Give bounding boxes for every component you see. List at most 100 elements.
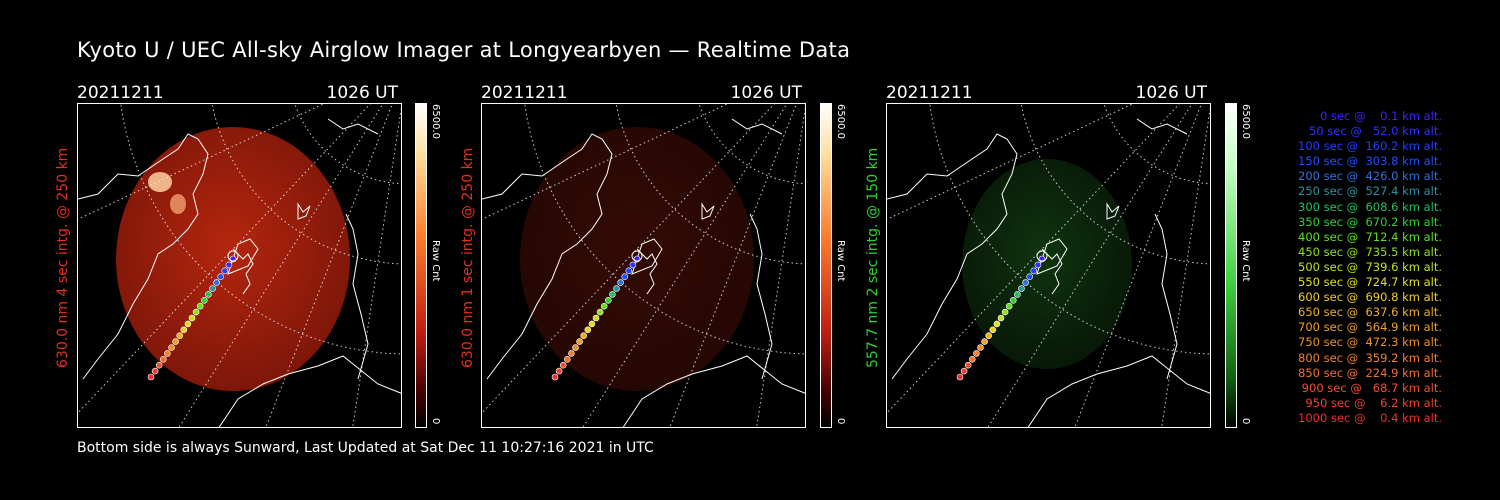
legend-row: 400 sec @ 712.4 km alt.	[1294, 229, 1442, 244]
panel-2-date: 20211211	[481, 83, 568, 103]
legend-row: 500 sec @ 739.6 km alt.	[1294, 259, 1442, 274]
trajectory-point	[1005, 302, 1013, 310]
trajectory-point	[201, 297, 208, 304]
trajectory-point	[1010, 297, 1017, 304]
rocket-trajectory	[147, 250, 239, 381]
station-marker	[1036, 250, 1048, 262]
station-marker	[227, 250, 239, 262]
panel-1-side-label: 630.0 nm 4 sec intg. @ 250 km	[55, 147, 71, 368]
trajectory-point	[176, 332, 183, 339]
trajectory-point	[960, 367, 968, 375]
airglow-disc	[962, 159, 1132, 369]
legend-row: 800 sec @ 359.2 km alt.	[1294, 350, 1442, 365]
legend-row: 350 sec @ 670.2 km alt.	[1294, 214, 1442, 229]
panel-2-colorbar	[820, 103, 832, 428]
trajectory-point	[551, 373, 559, 381]
panel-3-cbar-min: 0	[1240, 418, 1251, 425]
trajectory-point	[617, 279, 624, 286]
page-title: Kyoto U / UEC All-sky Airglow Imager at …	[77, 38, 851, 62]
panel-2-map	[481, 103, 806, 428]
panel-3-map	[886, 103, 1211, 428]
lat-lon-grid	[887, 104, 1210, 427]
trajectory-point	[217, 273, 224, 280]
panel-1-cbar-unit: Raw Cnt	[430, 240, 441, 282]
footer-note: Bottom side is always Sunward, Last Upda…	[77, 440, 654, 456]
legend-row: 100 sec @ 160.2 km alt.	[1294, 139, 1442, 154]
aurora-bright-spot	[148, 172, 172, 192]
legend-row: 250 sec @ 527.4 km alt.	[1294, 184, 1442, 199]
panel-2-cbar-max: 6500.0	[835, 104, 846, 139]
trajectory-point	[160, 356, 167, 363]
legend-row: 750 sec @ 472.3 km alt.	[1294, 335, 1442, 350]
legend-row: 700 sec @ 564.9 km alt.	[1294, 320, 1442, 335]
trajectory-point	[555, 367, 563, 375]
trajectory-point	[151, 367, 159, 375]
panel-2-cbar-unit: Raw Cnt	[835, 240, 846, 282]
trajectory-legend: 0 sec @ 0.1 km alt. 50 sec @ 52.0 km alt…	[1294, 109, 1442, 426]
trajectory-point	[609, 291, 616, 298]
legend-row: 650 sec @ 637.6 km alt.	[1294, 305, 1442, 320]
trajectory-point	[973, 350, 980, 357]
trajectory-point	[1026, 273, 1033, 280]
trajectory-point	[629, 261, 637, 269]
trajectory-point	[993, 320, 1001, 328]
trajectory-point	[1018, 285, 1025, 292]
trajectory-point	[564, 356, 571, 363]
legend-row: 1000 sec @ 0.4 km alt.	[1298, 410, 1442, 425]
aurora-bright-spot	[170, 194, 186, 214]
lat-lon-grid	[482, 104, 805, 427]
rocket-trajectory	[956, 250, 1048, 381]
coastline	[78, 118, 401, 427]
panel-3-colorbar	[1225, 103, 1237, 428]
trajectory-point	[985, 332, 992, 339]
panel-2-time: 1026 UT	[730, 83, 803, 103]
trajectory-point	[188, 314, 196, 322]
trajectory-point	[977, 344, 984, 351]
panel-1-date: 20211211	[77, 83, 164, 103]
trajectory-point	[225, 261, 233, 269]
trajectory-point	[572, 344, 579, 351]
trajectory-point	[180, 326, 188, 334]
trajectory-point	[164, 350, 171, 357]
legend-row: 150 sec @ 303.8 km alt.	[1294, 154, 1442, 169]
trajectory-point	[184, 320, 192, 328]
trajectory-point	[584, 326, 592, 334]
trajectory-point	[605, 297, 612, 304]
legend-row: 950 sec @ 6.2 km alt.	[1301, 395, 1442, 410]
trajectory-point	[576, 338, 583, 345]
trajectory-point	[172, 338, 179, 345]
trajectory-point	[196, 302, 204, 310]
legend-row: 300 sec @ 608.6 km alt.	[1294, 199, 1442, 214]
trajectory-point	[596, 308, 604, 316]
panel-1-colorbar	[415, 103, 427, 428]
trajectory-point	[580, 332, 587, 339]
trajectory-point	[600, 302, 608, 310]
legend-row: 550 sec @ 724.7 km alt.	[1294, 275, 1442, 290]
trajectory-point	[964, 361, 972, 369]
trajectory-point	[213, 279, 220, 286]
trajectory-point	[956, 373, 964, 381]
legend-row: 200 sec @ 426.0 km alt.	[1294, 169, 1442, 184]
lat-lon-grid	[78, 104, 401, 427]
trajectory-point	[568, 350, 575, 357]
trajectory-point	[981, 338, 988, 345]
trajectory-point	[989, 326, 997, 334]
trajectory-point	[559, 361, 567, 369]
trajectory-point	[1034, 261, 1042, 269]
trajectory-point	[209, 285, 216, 292]
panel-3-cbar-max: 6500.0	[1240, 104, 1251, 139]
panel-3-date: 20211211	[886, 83, 973, 103]
trajectory-point	[155, 361, 163, 369]
legend-row: 0 sec @ 0.1 km alt.	[1309, 109, 1442, 123]
panel-1-map	[77, 103, 402, 428]
panel-1-cbar-min: 0	[430, 418, 441, 425]
panel-2-cbar-min: 0	[835, 418, 846, 425]
panel-3-side-label: 557.7 nm 2 sec intg. @ 150 km	[865, 147, 881, 368]
trajectory-point	[1030, 267, 1038, 275]
trajectory-point	[613, 285, 620, 292]
coastline	[887, 118, 1210, 427]
legend-row: 50 sec @ 52.0 km alt.	[1301, 124, 1442, 139]
station-marker	[631, 250, 643, 262]
trajectory-point	[1001, 308, 1009, 316]
trajectory-point	[969, 356, 976, 363]
